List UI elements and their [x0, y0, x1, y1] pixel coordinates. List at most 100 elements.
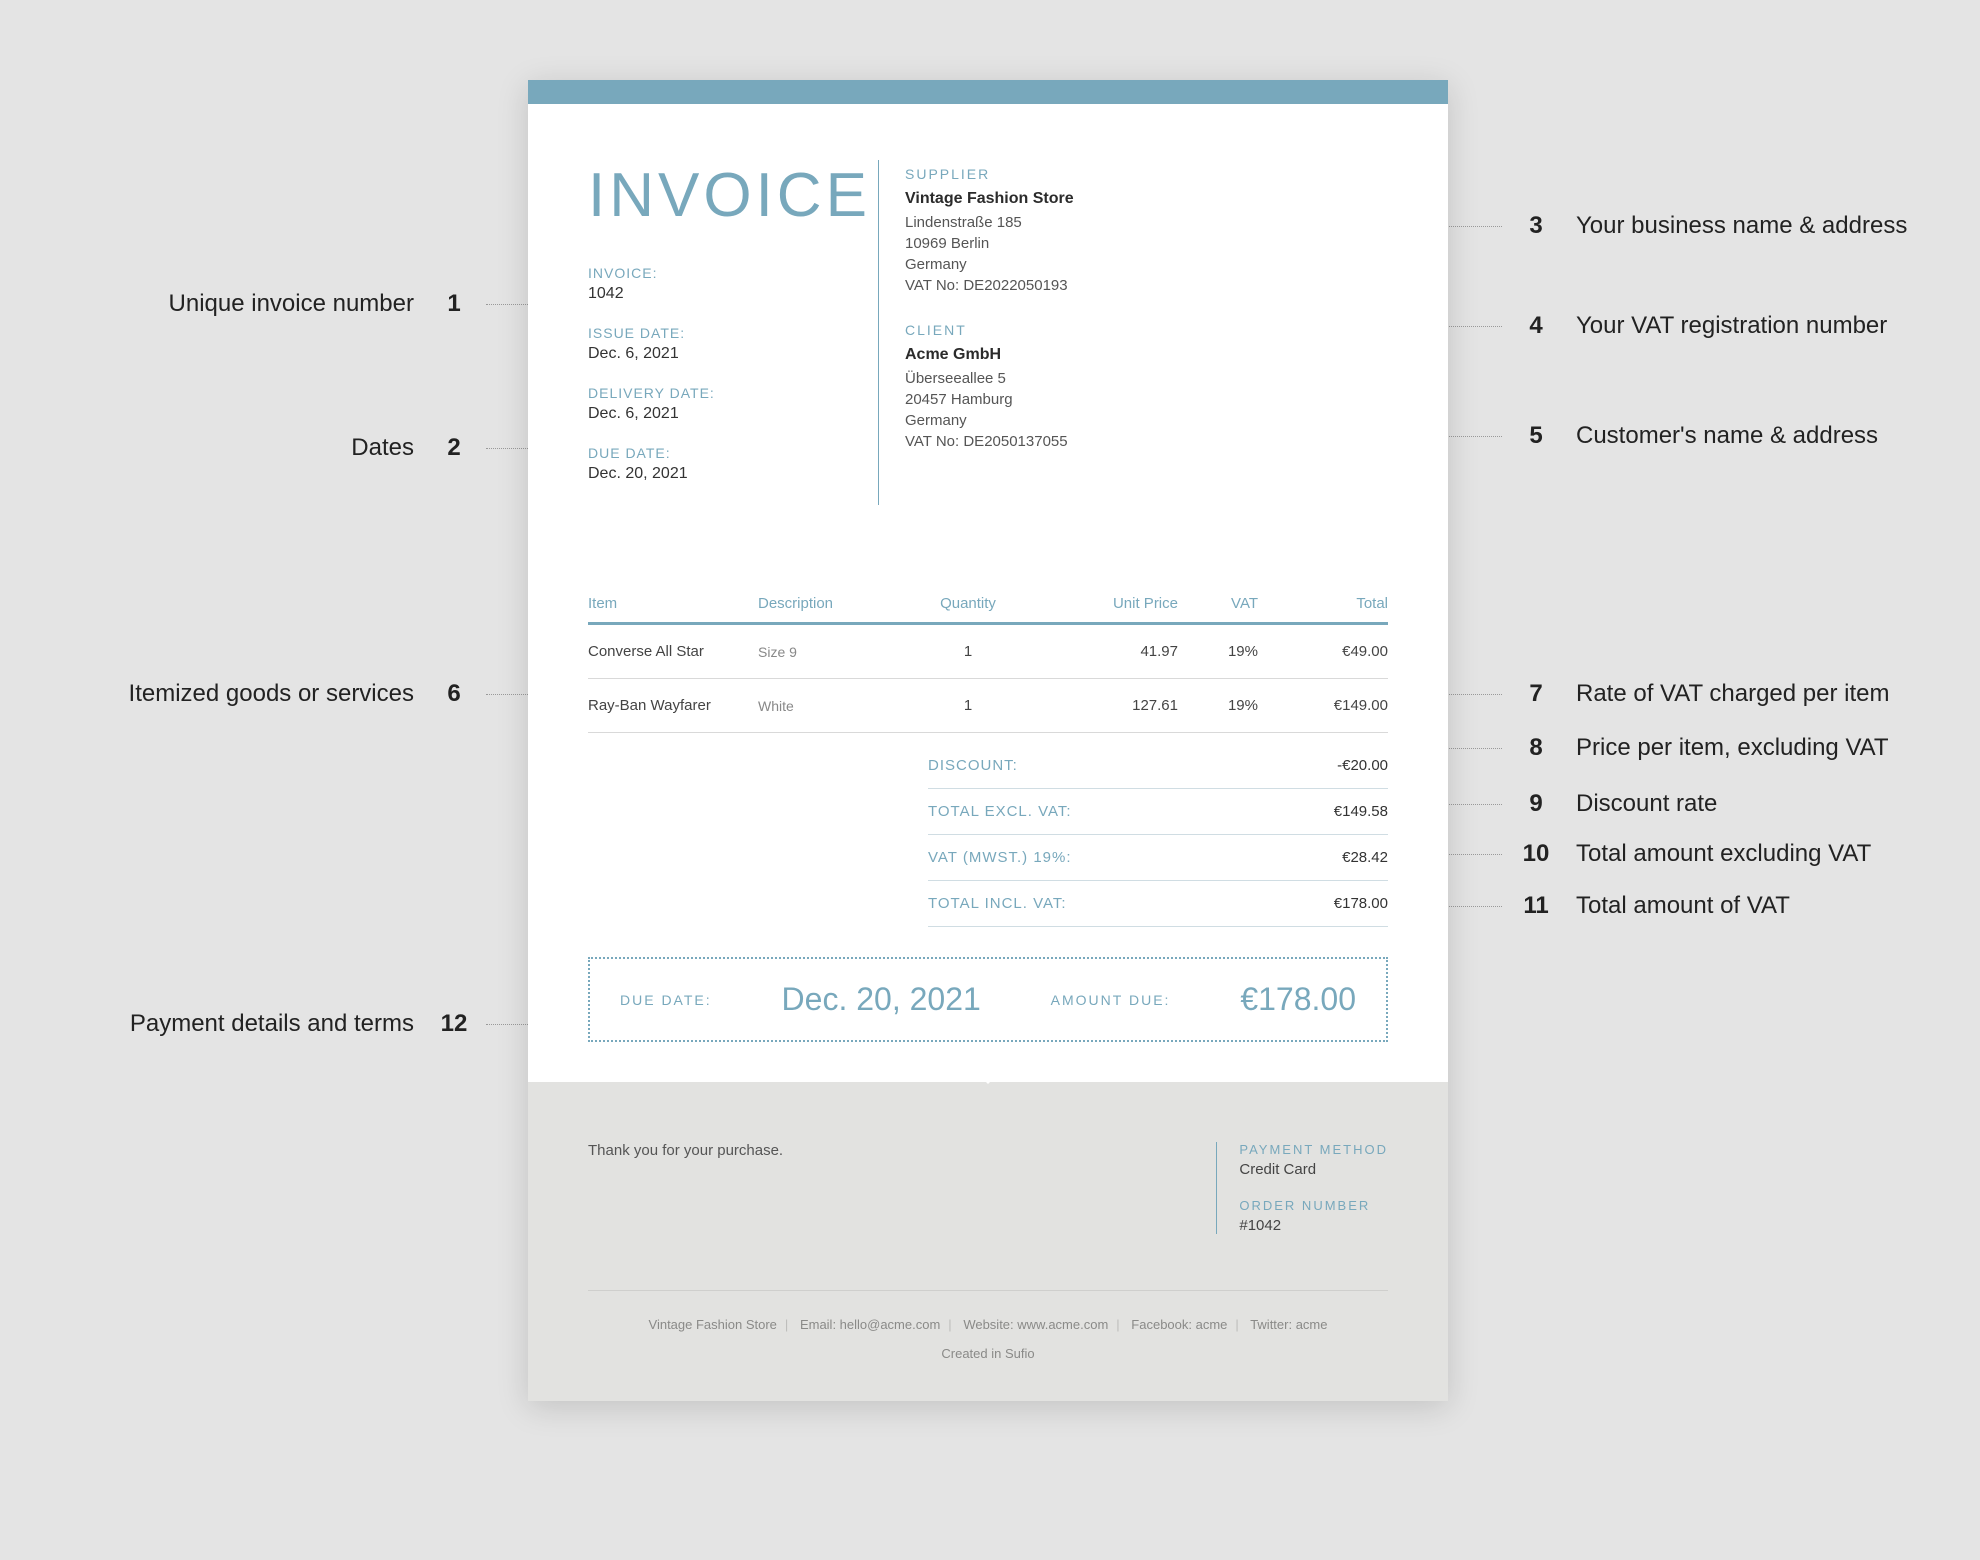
invoice-inner: INVOICE INVOICE: 1042 ISSUE DATE: Dec. 6… [528, 104, 1448, 1042]
amount-due-value: €178.00 [1240, 981, 1356, 1018]
supplier-name: Vintage Fashion Store [905, 190, 1074, 208]
annotation-number: 11 [1520, 892, 1552, 920]
annotation-12: Payment details and terms 12 [0, 1010, 470, 1038]
col-unit: Unit Price [1028, 585, 1178, 624]
cell-unit: 127.61 [1028, 679, 1178, 733]
client-label: CLIENT [905, 322, 1074, 338]
meta-label: ISSUE DATE: [588, 325, 878, 341]
amount-due-label: AMOUNT DUE: [1051, 992, 1171, 1008]
invoice-card: INVOICE INVOICE: 1042 ISSUE DATE: Dec. 6… [528, 80, 1448, 1401]
payment-column: PAYMENT METHOD Credit Card ORDER NUMBER … [1216, 1142, 1388, 1234]
due-box: DUE DATE: Dec. 20, 2021 AMOUNT DUE: €178… [588, 957, 1388, 1042]
due-date-label: DUE DATE: [620, 992, 712, 1008]
annotation-6: Itemized goods or services 6 [0, 680, 470, 708]
payment-method-value: Credit Card [1239, 1161, 1388, 1178]
header-right: SUPPLIER Vintage Fashion Store Lindenstr… [905, 160, 1074, 505]
stage: Unique invoice number 1 Dates 2 Itemized… [0, 0, 1980, 1560]
meta-value: 1042 [588, 285, 878, 303]
meta-due: DUE DATE: Dec. 20, 2021 [588, 445, 878, 483]
annotation-4: 4 Your VAT registration number [1520, 312, 1887, 340]
order-number-value: #1042 [1239, 1217, 1388, 1234]
contact-email: Email: hello@acme.com [800, 1317, 940, 1332]
total-label: DISCOUNT: [928, 757, 1018, 774]
annotation-number: 3 [1520, 212, 1552, 240]
totals-block: DISCOUNT: -€20.00 TOTAL EXCL. VAT: €149.… [928, 743, 1388, 927]
annotation-number: 7 [1520, 680, 1552, 708]
cell-desc: Size 9 [758, 624, 908, 679]
annotation-7: 7 Rate of VAT charged per item [1520, 680, 1890, 708]
annotation-text: Unique invoice number [169, 290, 414, 318]
footer-section: Thank you for your purchase. PAYMENT MET… [528, 1082, 1448, 1401]
total-value: -€20.00 [1337, 757, 1388, 774]
meta-invoice: INVOICE: 1042 [588, 265, 878, 303]
supplier-line: 10969 Berlin [905, 235, 1074, 252]
meta-label: INVOICE: [588, 265, 878, 281]
cell-qty: 1 [908, 624, 1028, 679]
table-row: Ray-Ban Wayfarer White 1 127.61 19% €149… [588, 679, 1388, 733]
created-in: Created in Sufio [588, 1346, 1388, 1361]
annotation-text: Payment details and terms [130, 1010, 414, 1038]
annotation-11: 11 Total amount of VAT [1520, 892, 1790, 920]
meta-delivery: DELIVERY DATE: Dec. 6, 2021 [588, 385, 878, 423]
supplier-line: Lindenstraße 185 [905, 214, 1074, 231]
contact-fb: Facebook: acme [1131, 1317, 1227, 1332]
annotation-number: 6 [438, 680, 470, 708]
annotation-2: Dates 2 [0, 434, 470, 462]
invoice-title: INVOICE [588, 160, 878, 231]
contacts-line: Vintage Fashion Store| Email: hello@acme… [588, 1291, 1388, 1361]
annotation-number: 4 [1520, 312, 1552, 340]
annotation-3: 3 Your business name & address [1520, 212, 1907, 240]
meta-value: Dec. 6, 2021 [588, 345, 878, 363]
annotation-text: Itemized goods or services [129, 680, 414, 708]
contact-company: Vintage Fashion Store [649, 1317, 777, 1332]
thank-you-text: Thank you for your purchase. [588, 1142, 783, 1234]
annotation-text: Total amount excluding VAT [1576, 840, 1871, 868]
meta-label: DELIVERY DATE: [588, 385, 878, 401]
annotation-5: 5 Customer's name & address [1520, 422, 1878, 450]
total-row-discount: DISCOUNT: -€20.00 [928, 743, 1388, 789]
annotation-number: 10 [1520, 840, 1552, 868]
annotation-text: Rate of VAT charged per item [1576, 680, 1890, 708]
total-row-vat: VAT (MWST.) 19%: €28.42 [928, 835, 1388, 881]
footer-columns: Thank you for your purchase. PAYMENT MET… [588, 1142, 1388, 1291]
cell-total: €49.00 [1258, 624, 1388, 679]
annotation-9: 9 Discount rate [1520, 790, 1717, 818]
contact-web: Website: www.acme.com [963, 1317, 1108, 1332]
due-date-value: Dec. 20, 2021 [782, 981, 981, 1018]
total-label: VAT (MWST.) 19%: [928, 849, 1072, 866]
annotation-number: 1 [438, 290, 470, 318]
cell-vat: 19% [1178, 624, 1258, 679]
annotation-text: Your business name & address [1576, 212, 1907, 240]
annotation-number: 9 [1520, 790, 1552, 818]
cell-desc: White [758, 679, 908, 733]
annotation-text: Customer's name & address [1576, 422, 1878, 450]
total-value: €28.42 [1342, 849, 1388, 866]
client-line: Germany [905, 412, 1074, 429]
total-value: €178.00 [1334, 895, 1388, 912]
supplier-label: SUPPLIER [905, 166, 1074, 182]
annotation-8: 8 Price per item, excluding VAT [1520, 734, 1889, 762]
annotation-text: Dates [351, 434, 414, 462]
meta-value: Dec. 6, 2021 [588, 405, 878, 423]
annotation-text: Your VAT registration number [1576, 312, 1887, 340]
col-desc: Description [758, 585, 908, 624]
total-label: TOTAL INCL. VAT: [928, 895, 1067, 912]
header-left: INVOICE INVOICE: 1042 ISSUE DATE: Dec. 6… [588, 160, 878, 505]
annotation-text: Total amount of VAT [1576, 892, 1790, 920]
total-value: €149.58 [1334, 803, 1388, 820]
col-total: Total [1258, 585, 1388, 624]
meta-issue: ISSUE DATE: Dec. 6, 2021 [588, 325, 878, 363]
contact-tw: Twitter: acme [1250, 1317, 1327, 1332]
annotation-text: Discount rate [1576, 790, 1717, 818]
annotation-number: 5 [1520, 422, 1552, 450]
annotation-number: 12 [438, 1010, 470, 1038]
cell-vat: 19% [1178, 679, 1258, 733]
client-vat: VAT No: DE2050137055 [905, 433, 1074, 450]
client-line: 20457 Hamburg [905, 391, 1074, 408]
vertical-divider [878, 160, 879, 505]
table-row: Converse All Star Size 9 1 41.97 19% €49… [588, 624, 1388, 679]
total-row-incl: TOTAL INCL. VAT: €178.00 [928, 881, 1388, 927]
col-item: Item [588, 585, 758, 624]
items-table-wrap: Item Description Quantity Unit Price VAT… [588, 585, 1388, 1042]
annotation-number: 2 [438, 434, 470, 462]
